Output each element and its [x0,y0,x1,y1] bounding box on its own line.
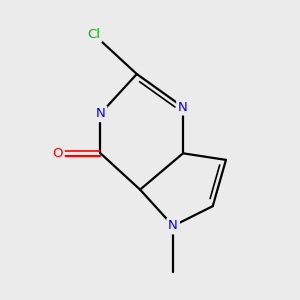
Text: Cl: Cl [87,28,101,41]
Text: N: N [96,107,105,120]
Text: O: O [52,147,63,160]
Text: N: N [168,220,178,232]
Text: N: N [178,100,188,114]
